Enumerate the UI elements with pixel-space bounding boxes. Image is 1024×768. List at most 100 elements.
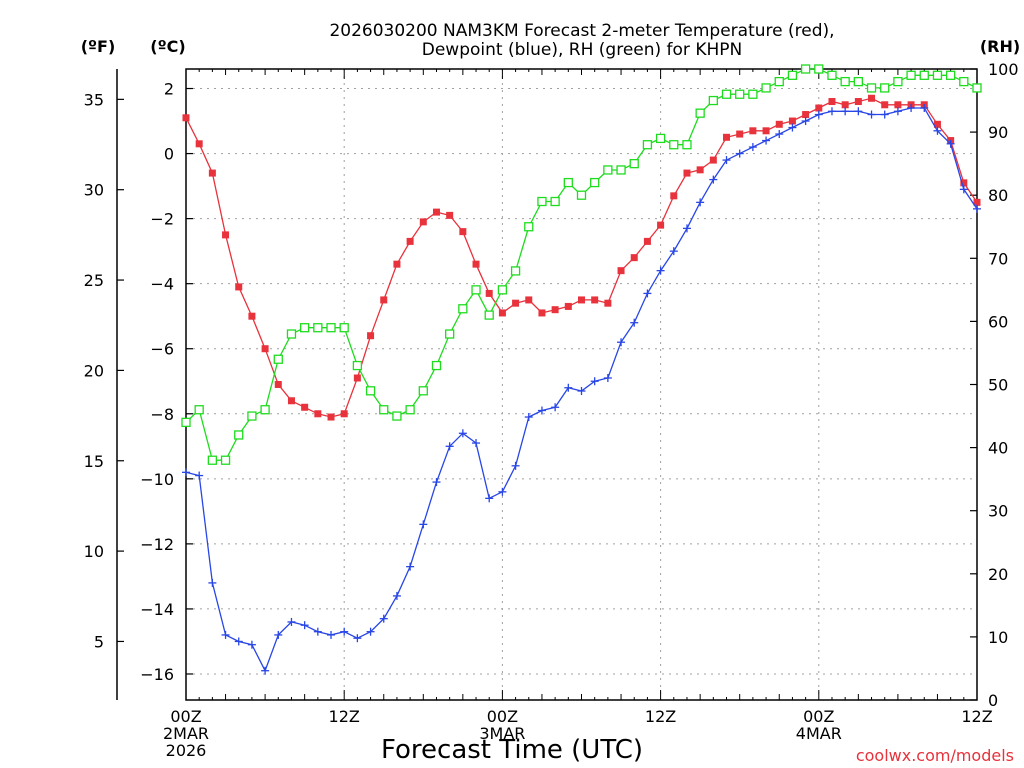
temperature-point (788, 117, 796, 125)
dewpoint-point (893, 107, 902, 116)
rh-point (563, 177, 573, 188)
dewpoint-point (577, 387, 586, 396)
dewpoint-point (656, 266, 665, 275)
rh-point (273, 354, 283, 364)
temperature-point (617, 267, 625, 275)
temperature-point (525, 296, 533, 304)
rh-tick-label: 70 (988, 249, 1008, 268)
fahrenheit-tick-label: 30 (84, 181, 104, 200)
dewpoint-point (617, 338, 626, 347)
temperature-point (736, 130, 744, 138)
dewpoint-point (182, 468, 190, 477)
temperature-point (512, 299, 520, 307)
axis-ticks: 20−2−4−6−8−10−12−14−16353025201510510090… (84, 60, 1019, 760)
grid-lines (186, 69, 977, 700)
temperature-point (973, 198, 981, 206)
rh-point (708, 95, 718, 106)
rh-point (629, 158, 639, 169)
x-tick-label: 12Z (329, 707, 360, 726)
fahrenheit-tick-label: 20 (84, 361, 104, 380)
x-tick-label: 12Z (961, 707, 992, 726)
temperature-point (630, 254, 638, 262)
dewpoint-point (762, 136, 771, 145)
fahrenheit-tick-label: 5 (94, 632, 104, 651)
chart-title-line-1: 2026030200 NAM3KM Forecast 2-meter Tempe… (329, 21, 834, 41)
rh-tick-label: 90 (988, 123, 1008, 142)
dewpoint-point (366, 627, 375, 636)
rh-point (313, 323, 323, 333)
dewpoint-point (669, 247, 678, 256)
dewpoint-point (221, 630, 230, 639)
dewpoint-point (814, 110, 823, 119)
dewpoint-point (748, 143, 757, 152)
dewpoint-point (419, 520, 428, 529)
temperature-point (960, 179, 968, 187)
rh-tick-label: 20 (988, 565, 1008, 584)
temperature-point (208, 169, 216, 177)
rh-point (194, 405, 204, 415)
temperature-point (327, 413, 335, 421)
rh-point (959, 76, 969, 87)
dewpoint-point (327, 630, 336, 639)
temperature-point (815, 104, 823, 112)
rh-point (880, 83, 890, 93)
temperature-point (802, 111, 810, 119)
rh-point (853, 76, 863, 87)
temperature-point (367, 332, 375, 340)
temperature-point (868, 94, 876, 102)
temperature-point (498, 309, 506, 317)
dewpoint-point (208, 578, 217, 587)
rh-point (603, 165, 613, 175)
rh-point (352, 360, 363, 371)
temperature-point (578, 296, 585, 304)
rh-point (932, 70, 943, 80)
rh-point (286, 329, 297, 339)
dewpoint-point (946, 139, 955, 148)
temperature-point (248, 312, 256, 320)
rh-point (682, 140, 692, 150)
temperature-point (222, 231, 230, 239)
rh-point (866, 83, 877, 93)
temperature-point (749, 127, 757, 135)
rh-point (919, 70, 929, 80)
temperature-point (723, 133, 731, 141)
dewpoint-point (392, 591, 401, 600)
temperature-point (657, 221, 665, 229)
dewpoint-point (603, 373, 612, 382)
rh-point (458, 304, 468, 314)
rh-point (590, 177, 600, 188)
dewpoint-point (696, 198, 705, 207)
dewpoint-point (287, 617, 296, 626)
fahrenheit-tick-label: 25 (84, 271, 104, 290)
rh-point (405, 405, 415, 415)
dewpoint-point (445, 442, 454, 451)
temperature-point (182, 114, 190, 122)
dewpoint-point (485, 494, 494, 503)
dewpoint-point (432, 478, 441, 487)
rh-point (524, 222, 534, 232)
rh-point (800, 64, 811, 74)
dewpoint-point (841, 107, 850, 116)
x-tick-label: 00Z (487, 707, 518, 726)
rh-axis-label: (RH) (980, 37, 1020, 56)
temperature-point (762, 127, 770, 135)
rh-point (181, 417, 191, 428)
temperature-point (591, 296, 599, 304)
celsius-tick-label: −14 (140, 600, 174, 619)
dewpoint-point (907, 104, 916, 113)
rh-point (642, 140, 653, 150)
temperature-point (828, 98, 836, 106)
temperature-point (314, 410, 322, 418)
rh-point (576, 190, 587, 200)
x-tick-date-label: 2026 (166, 741, 207, 760)
dewpoint-point (643, 289, 652, 298)
rh-tick-label: 50 (988, 376, 1008, 395)
rh-point (721, 89, 732, 99)
temperature-point (406, 237, 414, 245)
dewpoint-point (880, 110, 889, 119)
dewpoint-point (195, 471, 204, 480)
dewpoint-point (973, 204, 981, 213)
temperature-point (235, 283, 243, 291)
celsius-tick-label: −12 (140, 535, 174, 554)
